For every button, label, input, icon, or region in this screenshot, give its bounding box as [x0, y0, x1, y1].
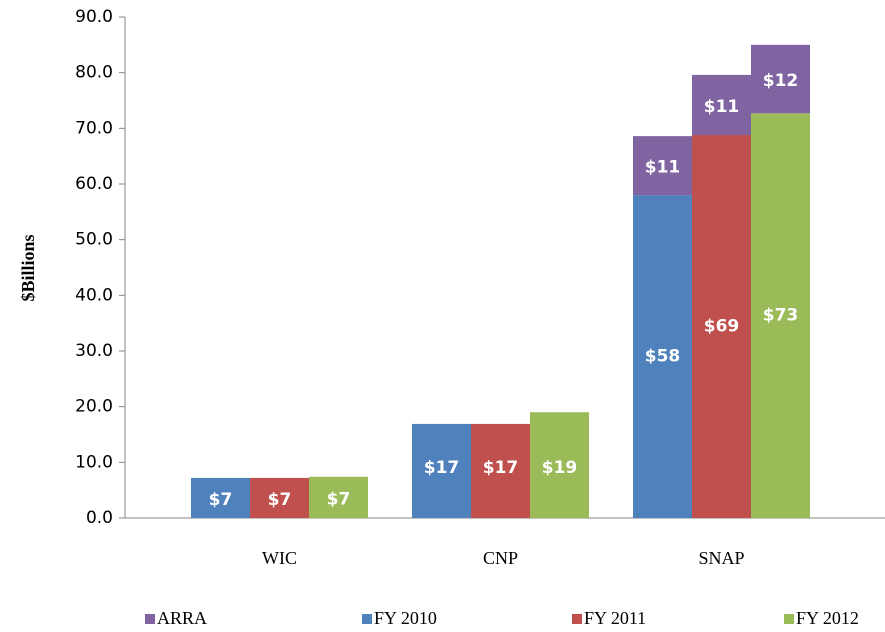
bar	[309, 476, 368, 518]
y-tick-label: 60.0	[75, 174, 113, 194]
value-label: $7	[327, 489, 351, 509]
y-tick-label: 50.0	[75, 230, 113, 250]
legend-swatch	[784, 614, 794, 624]
y-tick-label: 70.0	[75, 118, 113, 138]
y-tick-label: 90.0	[75, 7, 113, 27]
value-label: $11	[645, 158, 681, 178]
bar	[191, 477, 250, 518]
value-label: $7	[268, 490, 292, 510]
y-tick-label: 80.0	[75, 63, 113, 83]
value-label: $73	[763, 306, 799, 326]
value-label: $12	[763, 71, 799, 91]
bar	[751, 113, 810, 518]
bar	[633, 136, 692, 196]
y-tick-label: 0.0	[86, 508, 113, 528]
legend-swatch	[572, 614, 582, 624]
y-tick-label: 10.0	[75, 452, 113, 472]
bar	[692, 135, 751, 518]
bar	[633, 195, 692, 518]
y-axis-title: $Billions	[18, 234, 38, 301]
bar	[250, 477, 309, 518]
legend-label: ARRA	[157, 608, 207, 628]
y-tick-label: 40.0	[75, 285, 113, 305]
value-label: $19	[542, 458, 578, 478]
value-label: $17	[424, 458, 460, 478]
bar	[412, 423, 471, 518]
bar	[692, 74, 751, 136]
legend-label: FY 2012	[796, 608, 859, 628]
value-label: $7	[209, 490, 233, 510]
bar	[751, 44, 810, 114]
x-tick-label: WIC	[262, 548, 297, 568]
bar	[471, 423, 530, 518]
x-tick-label: CNP	[483, 548, 518, 568]
legend-label: FY 2011	[584, 608, 646, 628]
y-tick-label: 20.0	[75, 397, 113, 417]
value-label: $17	[483, 458, 519, 478]
legend-swatch	[362, 614, 372, 624]
value-label: $11	[704, 97, 740, 117]
bar	[530, 412, 589, 518]
legend-swatch	[145, 614, 155, 624]
value-label: $69	[704, 317, 740, 337]
legend-label: FY 2010	[374, 608, 437, 628]
y-tick-label: 30.0	[75, 341, 113, 361]
value-label: $58	[645, 347, 681, 367]
x-tick-label: SNAP	[698, 548, 744, 568]
